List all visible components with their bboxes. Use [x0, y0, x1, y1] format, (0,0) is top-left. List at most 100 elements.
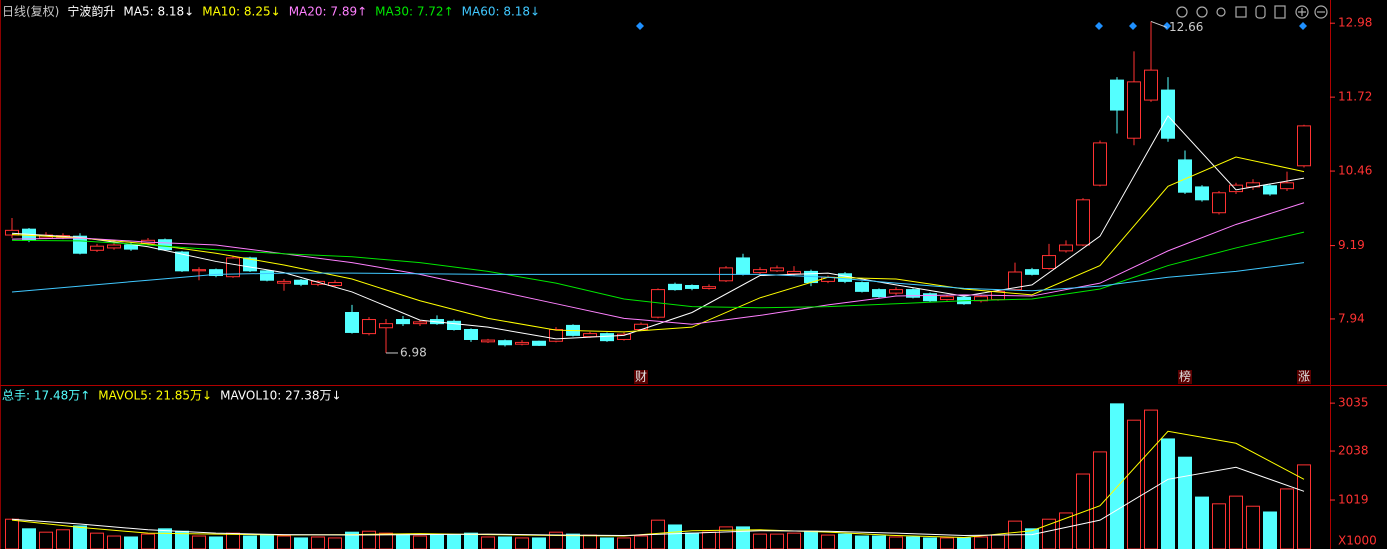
candle-body	[124, 244, 138, 250]
volume-bar	[821, 534, 835, 549]
signal-diamond	[1095, 22, 1103, 30]
volume-bar	[22, 528, 36, 549]
volume-bar	[1246, 505, 1260, 549]
settings-icon[interactable]	[1176, 6, 1188, 18]
legend-entry: MA30: 7.72↑	[375, 5, 453, 19]
candle-body	[889, 289, 903, 294]
legend-entry: MA60: 8.18↓	[462, 5, 540, 19]
candle-body	[158, 239, 172, 251]
candle-body	[464, 329, 478, 340]
volume-bar	[158, 528, 172, 549]
volume-bar	[481, 536, 495, 549]
volume-bar	[787, 532, 801, 549]
y-tick-label: 2038	[1338, 444, 1369, 458]
volume-bar	[90, 532, 104, 549]
y-tick-label: 1019	[1338, 493, 1369, 507]
candle-body	[345, 311, 359, 333]
candle-body	[1093, 142, 1107, 186]
candle-body	[923, 293, 937, 302]
zoom-in-icon[interactable]	[1295, 5, 1309, 19]
volume-bar	[889, 536, 903, 549]
volume-bar	[430, 533, 444, 549]
hand-icon[interactable]	[1255, 5, 1266, 19]
candle-body	[532, 340, 546, 346]
y-tick-label: 10.46	[1338, 164, 1372, 178]
box-icon[interactable]	[1235, 6, 1247, 18]
candle-body	[277, 280, 291, 284]
event-badge	[634, 370, 648, 384]
eye-off-icon[interactable]	[1196, 6, 1208, 18]
unit-label: X1000	[1338, 534, 1377, 548]
volume-bar	[243, 535, 257, 549]
ma-line	[11, 262, 1305, 293]
volume-bar	[107, 535, 121, 549]
volume-bar	[940, 537, 954, 549]
candle-body	[175, 251, 189, 272]
eye-icon[interactable]	[1216, 7, 1226, 17]
volume-bar	[991, 534, 1005, 549]
volume-bar	[1280, 488, 1294, 549]
volume-bar	[209, 536, 223, 549]
volume-bar	[600, 537, 614, 549]
candle-body	[668, 283, 682, 291]
candle-body	[1178, 159, 1192, 193]
volume-bar	[124, 536, 138, 549]
candle-body	[107, 244, 121, 249]
y-tick-label: 12.98	[1338, 16, 1372, 30]
volume-bar	[1195, 496, 1209, 549]
legend-entry: 日线(复权)	[2, 5, 59, 19]
volume-bar	[1161, 438, 1175, 549]
candle-body	[736, 257, 750, 275]
candle-body	[413, 321, 427, 325]
candle-body	[379, 323, 393, 329]
candle-body	[1280, 182, 1294, 190]
candle-body	[1144, 69, 1158, 101]
candle-body	[1110, 79, 1124, 111]
candle-body	[940, 296, 954, 301]
volume-bar	[804, 530, 818, 549]
volume-bar	[1025, 528, 1039, 549]
candle-body	[1195, 186, 1209, 201]
volume-bar	[566, 533, 580, 549]
candle-body	[1008, 271, 1022, 291]
candle-body	[328, 282, 342, 286]
low-label: 6.98	[400, 345, 427, 359]
y-tick-label: 11.72	[1338, 90, 1372, 104]
event-label: 财	[635, 370, 647, 384]
signal-diamond	[636, 22, 644, 30]
signal-diamond	[1163, 22, 1171, 30]
candle-body	[498, 340, 512, 346]
candle-body	[906, 289, 920, 298]
candle-body	[855, 282, 869, 292]
copy-icon[interactable]	[1274, 5, 1286, 19]
volume-bar	[1263, 511, 1277, 549]
volume-bar	[226, 532, 240, 549]
volume-bar	[923, 537, 937, 549]
y-tick-label: 3035	[1338, 396, 1369, 410]
candle-body	[260, 270, 274, 281]
volume-bar	[906, 536, 920, 549]
y-tick-label: 7.94	[1338, 311, 1365, 325]
volume-bar	[974, 536, 988, 549]
volume-bar	[277, 535, 291, 549]
legend-entry: 总手: 17.48万↑	[2, 389, 90, 403]
volume-bar	[498, 536, 512, 549]
legend-entry: MA10: 8.25↓	[202, 5, 280, 19]
ma-line	[11, 202, 1305, 325]
volume-bar	[1178, 456, 1192, 549]
event-badge	[1297, 370, 1311, 384]
candle-body	[226, 257, 240, 278]
volume-bar	[413, 535, 427, 549]
volume-bar	[447, 534, 461, 549]
ma-line	[11, 466, 1305, 537]
candle-body	[481, 339, 495, 343]
volume-bar	[1144, 409, 1158, 549]
volume-bar	[5, 518, 19, 549]
signal-markers	[636, 22, 1307, 30]
signal-diamond	[1299, 22, 1307, 30]
ma-line	[11, 430, 1305, 538]
zoom-out-icon[interactable]	[1314, 5, 1328, 19]
volume-bar	[532, 537, 546, 549]
